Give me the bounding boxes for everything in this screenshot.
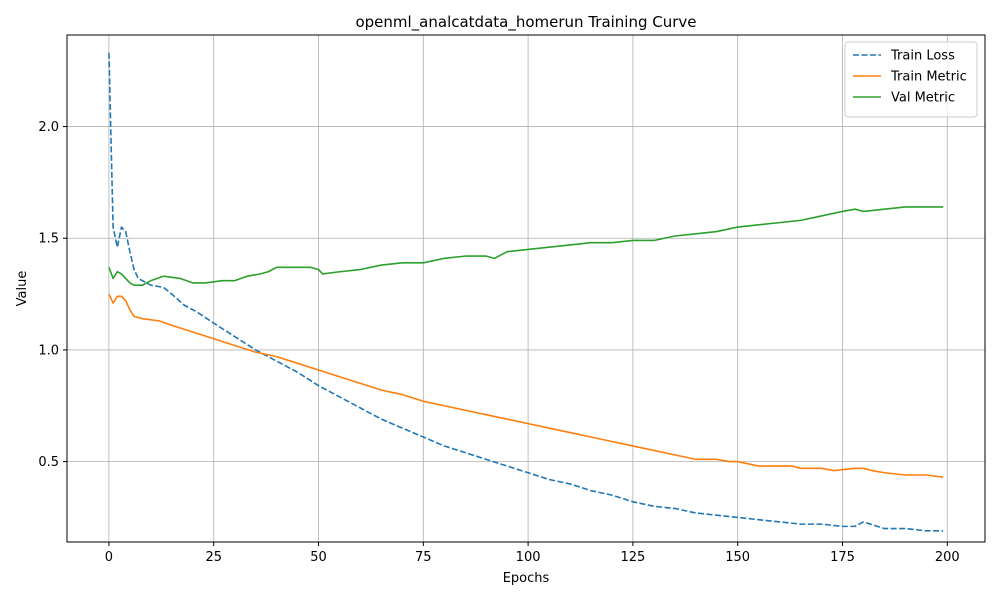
x-tick-label: 200	[935, 550, 960, 565]
legend-label-train-metric: Train Metric	[890, 70, 967, 85]
legend-label-val-metric: Val Metric	[891, 91, 955, 106]
x-tick-label: 75	[415, 550, 432, 565]
grid-lines	[67, 35, 985, 542]
x-tick-label: 50	[310, 550, 327, 565]
x-tick-label: 25	[205, 550, 222, 565]
x-axis-label: Epochs	[503, 571, 550, 586]
chart-title: openml_analcatdata_homerun Training Curv…	[355, 13, 696, 32]
legend: Train Loss Train Metric Val Metric	[844, 41, 978, 118]
x-tick-label: 175	[830, 550, 855, 565]
series-line-train-loss	[108, 52, 944, 532]
series-line-val-metric	[108, 206, 944, 286]
x-tick-label: 125	[620, 550, 645, 565]
legend-box	[844, 41, 978, 118]
legend-label-train-loss: Train Loss	[890, 49, 955, 64]
y-axis-label: Value	[15, 271, 30, 307]
x-tick-label: 150	[725, 550, 750, 565]
x-ticks: 0 25 50 75 100 125 150 175 200	[105, 542, 960, 565]
y-tick-label: 1.0	[38, 343, 59, 358]
y-ticks: 0.5 1.0 1.5 2.0	[38, 120, 67, 470]
x-tick-label: 0	[105, 550, 113, 565]
y-tick-label: 1.5	[38, 232, 59, 247]
plot-frame	[66, 34, 986, 543]
y-tick-label: 0.5	[38, 455, 59, 470]
series-line-train-metric	[108, 293, 944, 479]
y-tick-label: 2.0	[38, 120, 59, 135]
series-lines	[108, 52, 944, 532]
x-tick-label: 100	[516, 550, 541, 565]
